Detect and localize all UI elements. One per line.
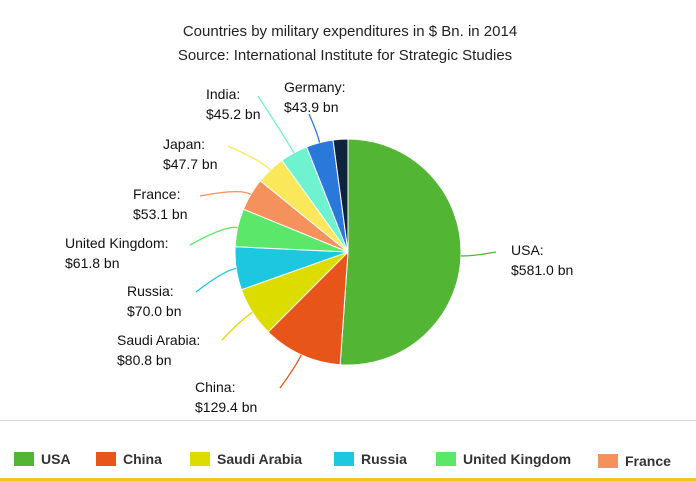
slice-value-usa: $581.0 bn	[511, 262, 573, 278]
slice-label-united-kingdom: United Kingdom:	[65, 235, 169, 251]
slice-value-united-kingdom: $61.8 bn	[65, 255, 120, 271]
pie-slice-china[interactable]	[267, 250, 349, 366]
leader-line-usa	[460, 251, 497, 257]
legend-swatch-russia	[334, 452, 354, 466]
slice-value-germany: $43.9 bn	[284, 99, 339, 115]
pie-slice-others[interactable]	[332, 138, 349, 253]
pie-slice-usa[interactable]	[339, 138, 462, 366]
leader-line-india	[257, 95, 295, 154]
chart-title: Countries by military expenditures in $ …	[183, 23, 517, 40]
legend-label-saudi-arabia: Saudi Arabia	[217, 451, 303, 467]
subtitle-prefix: Source:	[178, 47, 230, 64]
leader-line-france	[199, 191, 252, 197]
legend-swatch-united-kingdom	[436, 452, 456, 466]
slice-value-france: $53.1 bn	[133, 206, 188, 222]
slice-label-russia: Russia:	[127, 283, 174, 299]
slice-label-japan: Japan:	[163, 136, 205, 152]
legend-item-france[interactable]: France	[598, 453, 671, 469]
slice-label-germany: Germany:	[284, 79, 345, 95]
legend-item-usa[interactable]: USA	[14, 451, 71, 467]
slice-value-india: $45.2 bn	[206, 106, 261, 122]
subtitle-source: International Institute for Strategic St…	[234, 47, 513, 64]
chart-subtitle: Source: International Institute for Stra…	[178, 47, 512, 64]
leader-line-saudi-arabia	[221, 311, 253, 341]
leader-line-united-kingdom	[189, 226, 238, 246]
legend-label-usa: USA	[41, 451, 71, 467]
legend-label-united-kingdom: United Kingdom	[463, 451, 572, 467]
slice-label-china: China:	[195, 379, 235, 395]
leader-line-russia	[195, 267, 237, 293]
legend-label-china: China	[123, 451, 162, 467]
legend-swatch-usa	[14, 452, 34, 466]
slice-value-saudi-arabia: $80.8 bn	[117, 352, 172, 368]
legend-item-china[interactable]: China	[96, 451, 162, 467]
leader-line-germany	[308, 113, 321, 143]
leader-line-china	[279, 354, 302, 389]
legend-label-russia: Russia	[361, 451, 407, 467]
slice-label-usa: USA:	[511, 242, 544, 258]
legend-swatch-france	[598, 454, 618, 468]
legend-swatch-saudi-arabia	[190, 452, 210, 466]
slice-value-china: $129.4 bn	[195, 399, 257, 415]
slice-label-india: India:	[206, 86, 240, 102]
slice-value-russia: $70.0 bn	[127, 303, 182, 319]
pie-chart: Countries by military expenditures in $ …	[65, 23, 573, 415]
slice-label-saudi-arabia: Saudi Arabia:	[117, 332, 200, 348]
legend: USA China Saudi Arabia Russia United Kin…	[0, 420, 696, 481]
legend-item-united-kingdom[interactable]: United Kingdom	[436, 451, 571, 467]
legend-label-france: France	[625, 453, 671, 469]
legend-swatch-china	[96, 452, 116, 466]
slice-value-japan: $47.7 bn	[163, 156, 218, 172]
leader-line-japan	[227, 145, 271, 171]
legend-item-russia[interactable]: Russia	[334, 451, 407, 467]
legend-item-saudi-arabia[interactable]: Saudi Arabia	[190, 451, 302, 467]
slice-label-france: France:	[133, 186, 180, 202]
